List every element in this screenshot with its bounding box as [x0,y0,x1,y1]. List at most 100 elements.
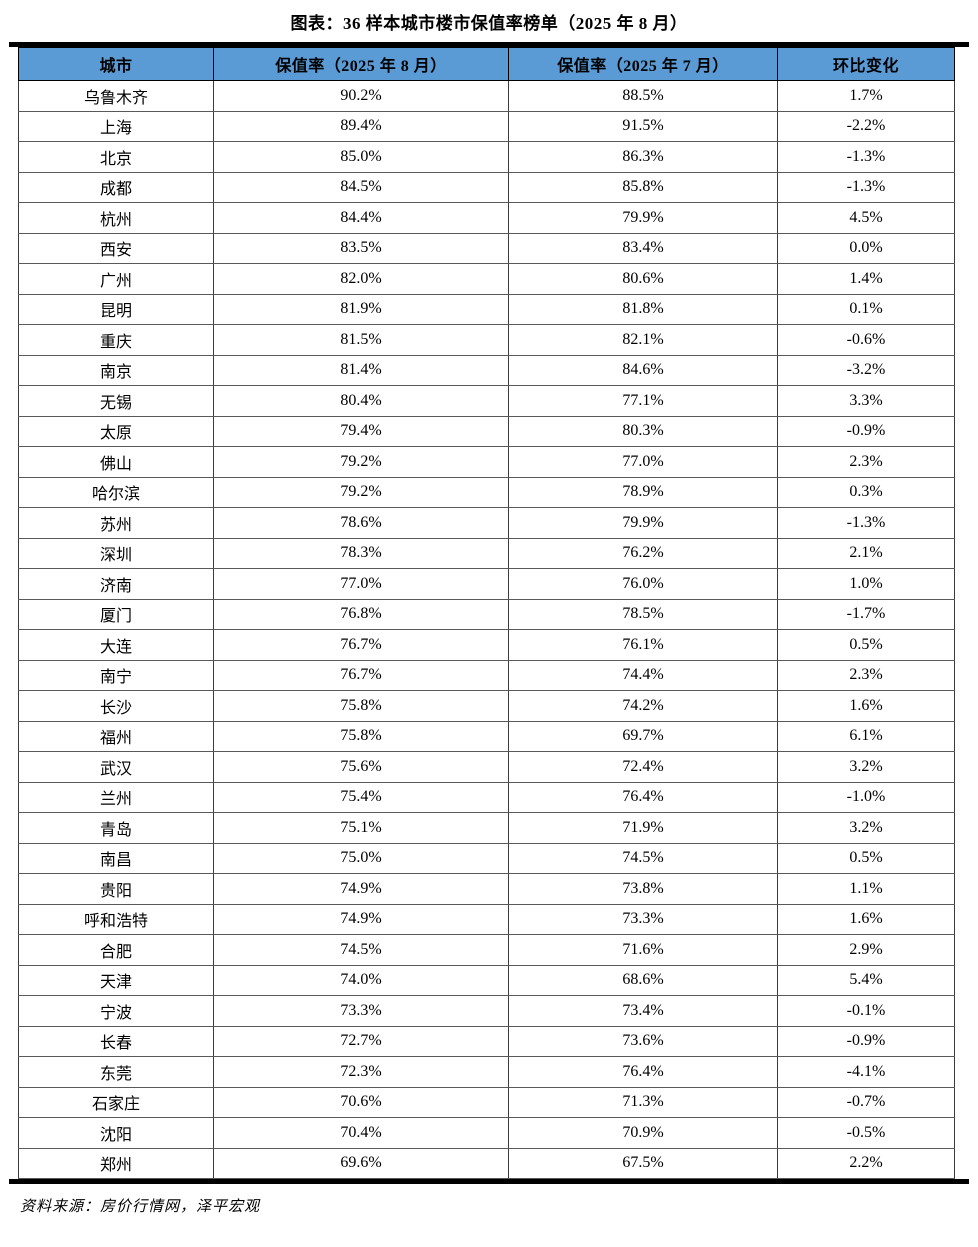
rate-aug-cell: 81.9% [213,293,509,325]
rate-jul-cell: 73.6% [508,1025,778,1057]
rate-jul-cell: 72.4% [508,751,778,783]
city-cell: 南昌 [18,842,214,874]
table-row: 南京 81.4% 84.6% -3.2% [18,354,955,386]
city-cell: 北京 [18,141,214,173]
table-row: 厦门 76.8% 78.5% -1.7% [18,598,955,630]
table-row: 宁波 73.3% 73.4% -0.1% [18,995,955,1027]
rate-aug-cell: 75.8% [213,720,509,752]
mom-change-cell: 2.3% [777,659,955,691]
mom-change-cell: 1.1% [777,873,955,905]
rate-jul-cell: 85.8% [508,171,778,203]
mom-change-cell: 5.4% [777,964,955,996]
table-row: 杭州 84.4% 79.9% 4.5% [18,202,955,234]
city-cell: 呼和浩特 [18,903,214,935]
mom-change-cell: -1.3% [777,507,955,539]
city-cell: 太原 [18,415,214,447]
rate-jul-cell: 88.5% [508,80,778,112]
mom-change-cell: 1.6% [777,903,955,935]
rate-jul-cell: 83.4% [508,232,778,264]
table-row: 深圳 78.3% 76.2% 2.1% [18,537,955,569]
rate-jul-cell: 80.3% [508,415,778,447]
mom-change-cell: -0.7% [777,1086,955,1118]
city-cell: 无锡 [18,385,214,417]
rate-aug-cell: 82.0% [213,263,509,295]
rate-jul-cell: 77.1% [508,385,778,417]
table-row: 西安 83.5% 83.4% 0.0% [18,232,955,264]
city-cell: 贵阳 [18,873,214,905]
mom-change-cell: 0.5% [777,629,955,661]
rate-jul-cell: 80.6% [508,263,778,295]
table-row: 上海 89.4% 91.5% -2.2% [18,110,955,142]
table-row: 石家庄 70.6% 71.3% -0.7% [18,1086,955,1118]
mom-change-cell: -1.0% [777,781,955,813]
rate-jul-cell: 76.2% [508,537,778,569]
rate-jul-cell: 86.3% [508,141,778,173]
rate-aug-cell: 72.3% [213,1056,509,1088]
table-row: 呼和浩特 74.9% 73.3% 1.6% [18,903,955,935]
rate-jul-cell: 76.4% [508,781,778,813]
rate-jul-cell: 71.9% [508,812,778,844]
mom-change-cell: 1.7% [777,80,955,112]
mom-change-cell: -0.5% [777,1117,955,1149]
rate-aug-cell: 77.0% [213,568,509,600]
city-cell: 青岛 [18,812,214,844]
rate-aug-cell: 79.4% [213,415,509,447]
rate-aug-cell: 81.4% [213,354,509,386]
table-row: 重庆 81.5% 82.1% -0.6% [18,324,955,356]
rate-aug-cell: 81.5% [213,324,509,356]
mom-change-cell: -1.3% [777,141,955,173]
rate-jul-cell: 81.8% [508,293,778,325]
city-cell: 沈阳 [18,1117,214,1149]
city-cell: 广州 [18,263,214,295]
city-cell: 深圳 [18,537,214,569]
rate-jul-cell: 77.0% [508,446,778,478]
rate-aug-cell: 85.0% [213,141,509,173]
table-row: 成都 84.5% 85.8% -1.3% [18,171,955,203]
rate-aug-cell: 79.2% [213,476,509,508]
city-cell: 东莞 [18,1056,214,1088]
source-label: 资料来源： [20,1199,101,1215]
city-cell: 昆明 [18,293,214,325]
table-row: 苏州 78.6% 79.9% -1.3% [18,507,955,539]
city-cell: 合肥 [18,934,214,966]
table-row: 长沙 75.8% 74.2% 1.6% [18,690,955,722]
city-cell: 南宁 [18,659,214,691]
table-row: 贵阳 74.9% 73.8% 1.1% [18,873,955,905]
rate-jul-cell: 76.1% [508,629,778,661]
mom-change-cell: 2.2% [777,1147,955,1179]
rate-jul-cell: 71.3% [508,1086,778,1118]
city-cell: 石家庄 [18,1086,214,1118]
mom-change-cell: -4.1% [777,1056,955,1088]
rate-jul-cell: 76.4% [508,1056,778,1088]
city-cell: 宁波 [18,995,214,1027]
rate-jul-cell: 73.4% [508,995,778,1027]
rate-aug-cell: 84.4% [213,202,509,234]
table-row: 长春 72.7% 73.6% -0.9% [18,1025,955,1057]
rate-jul-cell: 74.5% [508,842,778,874]
rate-aug-cell: 75.0% [213,842,509,874]
city-cell: 厦门 [18,598,214,630]
rate-jul-cell: 73.3% [508,903,778,935]
mom-change-cell: -2.2% [777,110,955,142]
rate-aug-cell: 80.4% [213,385,509,417]
rate-jul-cell: 68.6% [508,964,778,996]
rate-jul-cell: 74.2% [508,690,778,722]
city-cell: 济南 [18,568,214,600]
city-cell: 福州 [18,720,214,752]
city-cell: 天津 [18,964,214,996]
mom-change-cell: 4.5% [777,202,955,234]
table-row: 昆明 81.9% 81.8% 0.1% [18,293,955,325]
table-body: 乌鲁木齐 90.2% 88.5% 1.7% 上海 89.4% 91.5% -2.2% 北京 85.… [18,80,955,1179]
table-row: 武汉 75.6% 72.4% 3.2% [18,751,955,783]
mom-change-cell: 1.6% [777,690,955,722]
mom-change-cell: 2.3% [777,446,955,478]
rate-aug-cell: 76.8% [213,598,509,630]
rate-jul-cell: 79.9% [508,202,778,234]
rate-aug-cell: 90.2% [213,80,509,112]
table-row: 大连 76.7% 76.1% 0.5% [18,629,955,661]
city-cell: 武汉 [18,751,214,783]
table-row: 哈尔滨 79.2% 78.9% 0.3% [18,476,955,508]
table-row: 无锡 80.4% 77.1% 3.3% [18,385,955,417]
header-rate-jul: 保值率（2025 年 7 月） [508,47,778,81]
table-row: 天津 74.0% 68.6% 5.4% [18,964,955,996]
